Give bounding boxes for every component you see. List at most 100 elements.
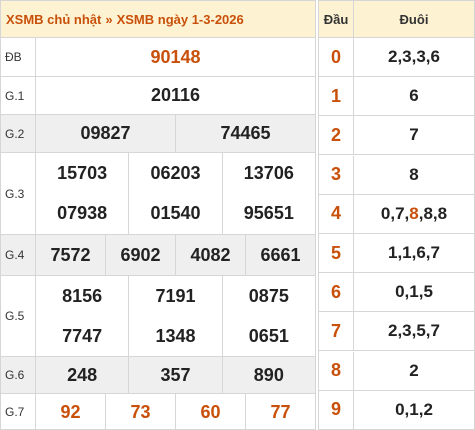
loto-tail-digits: 2,3,5,7 xyxy=(388,321,440,341)
loto-head-digit: 4 xyxy=(319,194,354,233)
prize-label: G.4 xyxy=(1,235,36,275)
prize-label: ĐB xyxy=(1,38,36,76)
prize-number-line: 7572 6902 4082 6661 xyxy=(36,235,315,275)
loto-tail-digits: 0,1,5 xyxy=(395,282,433,302)
loto-tail-digits: 0,1,2 xyxy=(395,399,433,419)
prize-row: G.2 09827 74465 xyxy=(1,115,315,153)
link-xsmb-date[interactable]: XSMB ngày 1-3-2026 xyxy=(116,11,244,27)
loto-tail-digits: 2,3,3,6 xyxy=(388,47,440,66)
prize-number: 20116 xyxy=(150,85,201,105)
loto-special-digit: 8 xyxy=(409,203,419,223)
prize-number: 6661 xyxy=(245,235,315,275)
prize-row: G.6 248 357 890 xyxy=(1,357,315,394)
prize-label: G.7 xyxy=(1,394,36,430)
prize-label: G.2 xyxy=(1,115,36,152)
prize-numbers: 90148 xyxy=(36,38,315,76)
prize-number: 13706 xyxy=(221,153,315,194)
loto-row: 6 0,1,5 xyxy=(319,273,474,313)
prize-numbers: 09827 74465 xyxy=(36,115,315,152)
loto-tail-column-label: Đuôi xyxy=(399,11,429,27)
loto-table: Đầu Đuôi 0 2,3,3,6 1 6 2 7 3 8 4 0,7, 8,8,8 5 1,1,6,… xyxy=(318,0,475,430)
loto-tail-digits: 7 xyxy=(409,125,419,145)
prize-label: G.5 xyxy=(1,276,36,356)
loto-tail-digits: 0,7, 8,8,8 xyxy=(354,195,474,233)
prize-number-line: 8156 7191 0875 xyxy=(36,276,315,316)
link-xsmb-sunday[interactable]: XSMB chủ nhật xyxy=(6,11,102,27)
prize-number: 6902 xyxy=(105,235,175,275)
results-table: XSMB chủ nhật » XSMB ngày 1-3-2026 ĐB 901… xyxy=(0,0,316,430)
prize-label: G.6 xyxy=(1,357,36,393)
prize-number: 73 xyxy=(105,394,175,430)
prize-number: 0651 xyxy=(221,316,315,356)
prize-number-line: 92 73 60 77 xyxy=(36,394,315,430)
prize-number: 8156 xyxy=(62,285,103,306)
loto-row: 7 2,3,5,7 xyxy=(319,312,474,352)
prize-number-line: 20116 xyxy=(36,77,315,114)
prize-number: 07938 xyxy=(57,203,108,224)
loto-tail-part: ,8,8 xyxy=(418,203,448,223)
prize-number-line: 07938 01540 95651 xyxy=(36,193,315,234)
prize-row: G.1 20116 xyxy=(1,77,315,115)
loto-head-digit: 9 xyxy=(319,390,354,429)
prize-number: 09827 xyxy=(80,123,131,143)
prize-row: ĐB 90148 xyxy=(1,38,315,77)
loto-head-digit: 6 xyxy=(319,273,354,312)
prize-number: 74465 xyxy=(175,115,315,152)
loto-row: 5 1,1,6,7 xyxy=(319,234,474,273)
prize-number-line: 90148 xyxy=(36,38,315,76)
prize-numbers: 8156 7191 0875 7747 1348 0651 xyxy=(36,276,315,356)
prize-label: G.1 xyxy=(1,77,36,114)
prize-number: 357 xyxy=(128,357,221,393)
prize-number: 248 xyxy=(67,364,98,385)
prize-number: 77 xyxy=(245,394,315,430)
loto-head-digit: 8 xyxy=(319,351,354,390)
prize-number-line: 15703 06203 13706 xyxy=(36,153,315,194)
prize-number-line: 248 357 890 xyxy=(36,357,315,393)
prize-number: 7747 xyxy=(62,325,103,346)
prize-number: 1348 xyxy=(128,316,221,356)
loto-head-digit: 3 xyxy=(319,155,354,194)
prize-number: 4082 xyxy=(175,235,245,275)
prize-row: G.5 8156 7191 0875 7747 1348 0651 xyxy=(1,276,315,357)
prize-number: 7572 xyxy=(50,244,91,265)
loto-head-digit: 5 xyxy=(319,234,354,272)
prize-number-line: 09827 74465 xyxy=(36,115,315,152)
prize-numbers: 248 357 890 xyxy=(36,357,315,393)
loto-row: 0 2,3,3,6 xyxy=(319,38,474,77)
loto-head-digit: 2 xyxy=(319,116,354,155)
results-header: XSMB chủ nhật » XSMB ngày 1-3-2026 xyxy=(1,1,315,38)
prize-number: 95651 xyxy=(221,193,315,234)
loto-tail-part: 0,7, xyxy=(380,203,410,223)
prize-row: G.7 92 73 60 77 xyxy=(1,394,315,430)
prize-numbers: 92 73 60 77 xyxy=(36,394,315,430)
prize-number: 01540 xyxy=(128,193,221,234)
prize-numbers: 20116 xyxy=(36,77,315,114)
loto-head-digit: 0 xyxy=(319,38,354,76)
loto-head-digit: 7 xyxy=(319,312,354,351)
prize-number: 06203 xyxy=(128,153,221,194)
loto-tail-digits: 2 xyxy=(409,360,419,380)
loto-row: 4 0,7, 8,8,8 xyxy=(319,194,474,234)
breadcrumb-separator: » xyxy=(105,11,113,27)
loto-tail-digits: 8 xyxy=(409,164,419,184)
prize-number: 60 xyxy=(175,394,245,430)
prize-number-line: 7747 1348 0651 xyxy=(36,316,315,356)
prize-number: 0875 xyxy=(221,276,315,316)
loto-head-column-label: Đầu xyxy=(319,1,354,37)
prize-number: 7191 xyxy=(128,276,221,316)
loto-header: Đầu Đuôi xyxy=(319,1,474,38)
loto-tail-digits: 1,1,6,7 xyxy=(388,243,440,262)
prize-number: 15703 xyxy=(57,162,108,183)
prize-number: 890 xyxy=(221,357,315,393)
loto-tail-digits: 6 xyxy=(409,86,419,106)
prize-numbers: 7572 6902 4082 6661 xyxy=(36,235,315,275)
prize-number: 92 xyxy=(60,401,81,422)
loto-head-digit: 1 xyxy=(319,77,354,116)
prize-row: G.4 7572 6902 4082 6661 xyxy=(1,235,315,276)
prize-label: G.3 xyxy=(1,153,36,234)
prize-number: 90148 xyxy=(150,46,201,67)
prize-numbers: 15703 06203 13706 07938 01540 95651 xyxy=(36,153,315,234)
